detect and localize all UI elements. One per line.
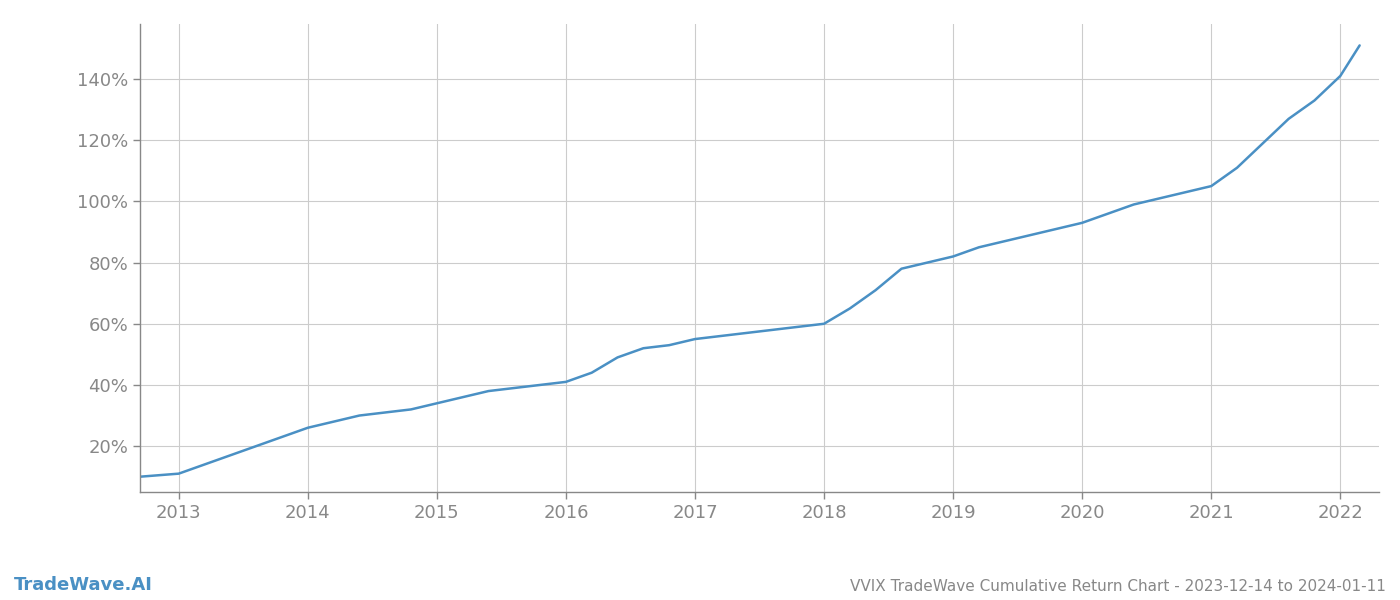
Text: TradeWave.AI: TradeWave.AI	[14, 576, 153, 594]
Text: VVIX TradeWave Cumulative Return Chart - 2023-12-14 to 2024-01-11: VVIX TradeWave Cumulative Return Chart -…	[850, 579, 1386, 594]
